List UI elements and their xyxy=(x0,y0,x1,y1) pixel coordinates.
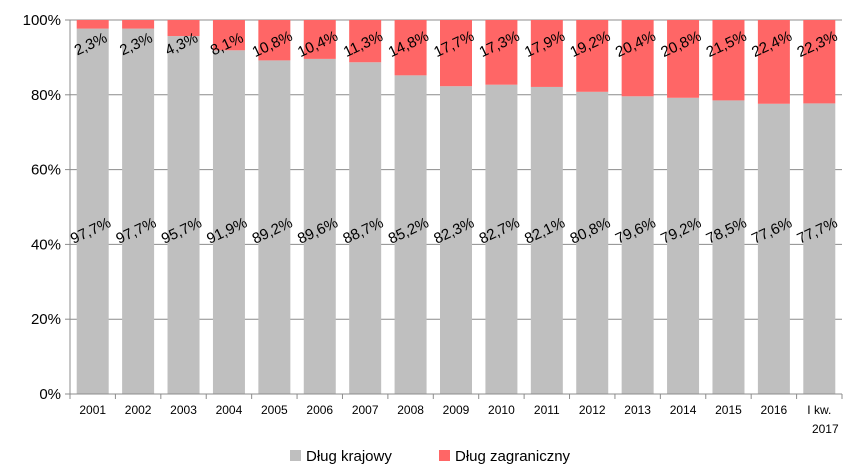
x-tick-label: 2012 xyxy=(579,403,606,417)
bar-foreign xyxy=(530,20,563,87)
bar-foreign xyxy=(712,20,745,101)
bar-domestic xyxy=(530,86,563,395)
bar-domestic xyxy=(122,28,155,395)
bar-domestic xyxy=(212,50,245,394)
y-tick-label: 100% xyxy=(23,12,61,29)
bar-foreign xyxy=(394,20,427,76)
bar-domestic xyxy=(712,100,745,394)
legend-label-domestic: Dług krajowy xyxy=(306,448,392,465)
bar-domestic xyxy=(667,97,700,395)
x-tick-label: 2007 xyxy=(352,403,379,417)
x-tick-label: I kw. 2017 xyxy=(807,403,839,436)
bar-domestic xyxy=(485,84,518,395)
x-tick-label: 2001 xyxy=(79,403,106,417)
bar-domestic xyxy=(621,96,654,395)
bar-domestic xyxy=(167,36,200,394)
bar-domestic xyxy=(349,62,382,395)
y-tick-label: 0% xyxy=(39,386,61,403)
axes xyxy=(65,19,843,399)
x-tick-label: 2005 xyxy=(261,403,288,417)
bar-foreign xyxy=(485,20,518,85)
x-tick-label: 2013 xyxy=(624,403,651,417)
bar-foreign xyxy=(212,20,245,51)
bar-domestic xyxy=(76,28,109,395)
x-axis-ticks: 2001 2002 2003 2004 2005 2006 2007 2008 2009 2010… xyxy=(79,403,839,436)
x-tick-label: 2010 xyxy=(488,403,515,417)
x-tick-label: 2008 xyxy=(397,403,424,417)
bar-domestic xyxy=(576,91,609,395)
x-tick-label: 2011 xyxy=(534,403,560,417)
bar-domestic xyxy=(258,60,291,394)
x-tick-label: 2009 xyxy=(443,403,470,417)
bar-foreign xyxy=(167,20,200,37)
bar-foreign xyxy=(576,20,609,92)
bar-foreign xyxy=(76,20,109,29)
legend-label-foreign: Dług zagraniczny xyxy=(455,448,571,465)
x-tick-label: 2014 xyxy=(670,403,697,417)
y-tick-label: 80% xyxy=(31,87,61,104)
y-tick-label: 60% xyxy=(31,162,61,179)
y-tick-label: 20% xyxy=(31,311,61,328)
legend-swatch-foreign xyxy=(439,450,450,461)
bar-foreign xyxy=(803,20,836,104)
y-axis-ticks: 0% 20% 40% 60% 80% 100% xyxy=(23,12,61,403)
bars xyxy=(76,20,836,395)
legend-swatch-domestic xyxy=(290,450,301,461)
x-tick-label: 2006 xyxy=(306,403,333,417)
x-tick-label: 2002 xyxy=(125,403,152,417)
bar-foreign xyxy=(667,20,700,98)
bar-domestic xyxy=(303,58,336,395)
x-tick-label: 2015 xyxy=(715,403,742,417)
bar-foreign xyxy=(303,20,336,59)
x-tick-label: 2016 xyxy=(761,403,788,417)
x-tick-label: 2004 xyxy=(216,403,243,417)
bar-foreign xyxy=(258,20,291,61)
bar-domestic xyxy=(803,103,836,394)
bar-foreign xyxy=(621,20,654,97)
bar-domestic xyxy=(440,86,472,394)
bar-domestic xyxy=(394,75,427,395)
bar-domestic xyxy=(757,103,790,394)
legend: Dług krajowy Dług zagraniczny xyxy=(290,448,571,465)
bar-foreign xyxy=(757,20,790,104)
y-tick-label: 40% xyxy=(31,236,61,253)
x-tick-label: 2003 xyxy=(170,403,197,417)
bar-foreign xyxy=(349,20,382,63)
bar-foreign xyxy=(440,20,472,87)
bar-foreign xyxy=(122,20,155,29)
